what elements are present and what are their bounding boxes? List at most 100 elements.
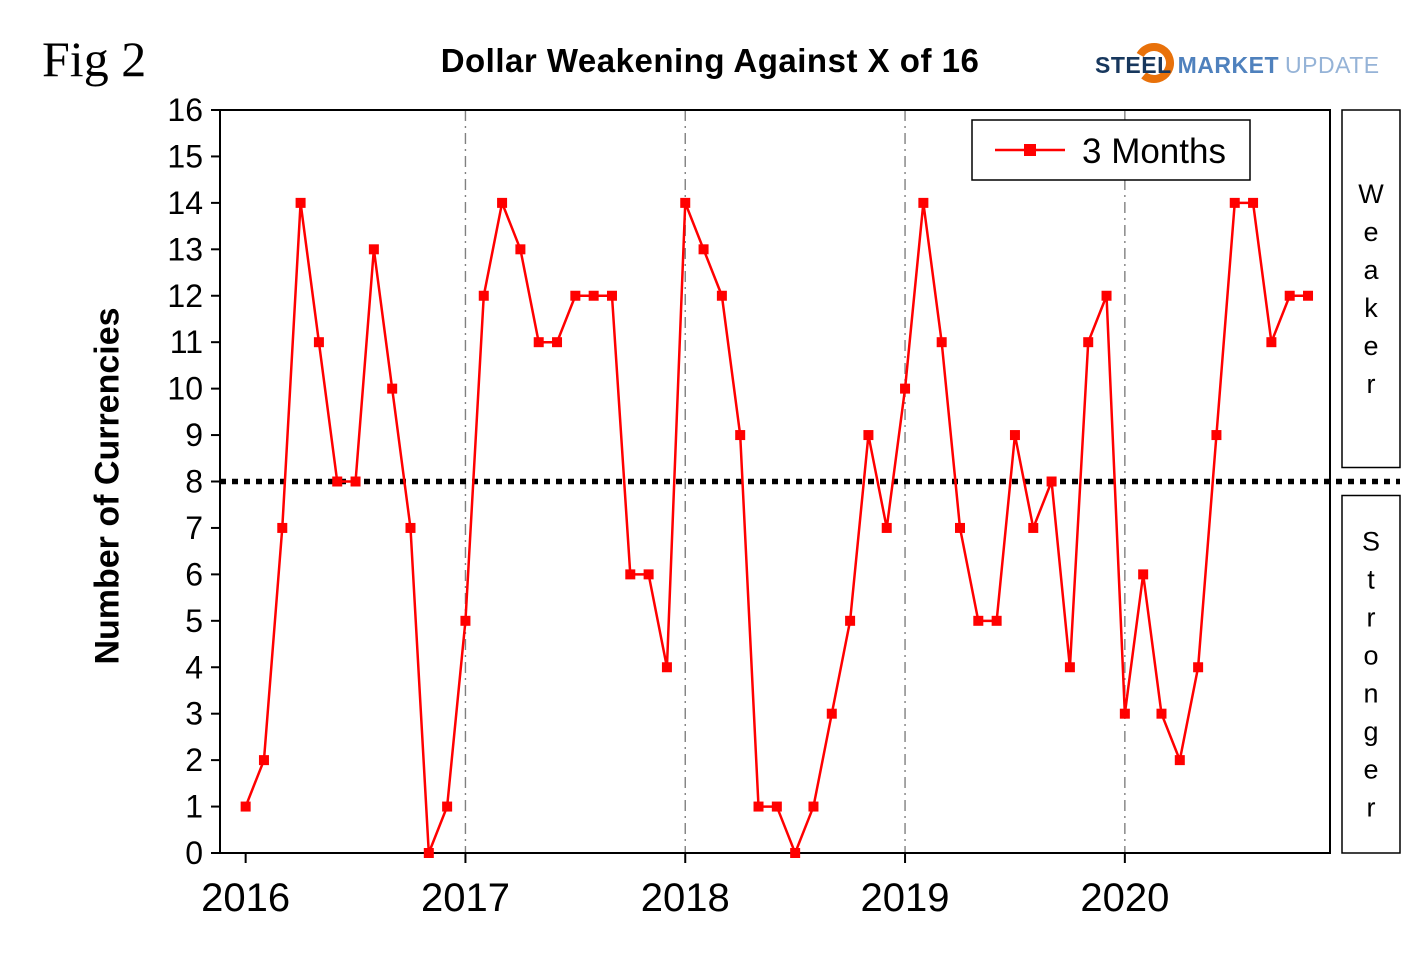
data-point-marker [790, 848, 801, 858]
smu-logo: STEEL MARKET UPDATE [1095, 42, 1380, 83]
data-point-marker [991, 615, 1002, 626]
data-point-marker [423, 848, 434, 858]
data-point-marker [808, 801, 819, 812]
figure-label: Fig 2 [42, 31, 147, 87]
series-line [244, 198, 1309, 857]
legend-marker-icon [1024, 144, 1036, 156]
weaker-letter: e [1363, 331, 1378, 361]
data-point-marker [1046, 476, 1057, 487]
y-tick-label: 11 [170, 324, 203, 360]
stronger-letter: n [1363, 678, 1378, 708]
data-point-marker [405, 522, 416, 533]
y-tick-label: 10 [167, 371, 203, 407]
data-point-marker [918, 197, 929, 208]
data-point-marker [1101, 290, 1112, 301]
data-point-marker [515, 244, 526, 255]
y-tick-label: 2 [185, 742, 203, 778]
data-point-marker [387, 383, 398, 394]
data-point-marker [1138, 569, 1149, 580]
stronger-letter: g [1363, 716, 1378, 746]
stronger-letter: r [1367, 602, 1376, 632]
data-point-marker [753, 801, 764, 812]
data-point-marker [1119, 708, 1130, 719]
weaker-letter: W [1358, 179, 1384, 209]
data-point-marker [973, 615, 984, 626]
y-tick-label: 9 [185, 417, 203, 453]
data-point-marker [826, 708, 837, 719]
weaker-letter: e [1363, 217, 1378, 247]
data-point-marker [533, 337, 544, 348]
data-point-marker [698, 244, 709, 255]
legend-label: 3 Months [1082, 132, 1226, 171]
data-point-marker [552, 337, 563, 348]
y-tick-label: 7 [185, 510, 203, 546]
stronger-letter: o [1363, 640, 1378, 670]
data-point-marker [1284, 290, 1295, 301]
logo-update-text: UPDATE [1285, 52, 1380, 78]
data-point-marker [1303, 290, 1314, 301]
logo-market-text: MARKET [1177, 52, 1280, 78]
weaker-letter: a [1363, 255, 1379, 285]
x-tick-label: 2017 [421, 876, 510, 920]
logo-steel-text: STEEL [1095, 52, 1172, 78]
data-point-marker [1009, 430, 1020, 441]
data-point-marker [570, 290, 581, 301]
data-point-marker [478, 290, 489, 301]
y-tick-label: 0 [185, 835, 203, 871]
chart-title: Dollar Weakening Against X of 16 [440, 42, 980, 79]
stronger-label-box [1341, 494, 1401, 854]
data-point-marker [588, 290, 599, 301]
data-point-marker [497, 197, 508, 208]
data-point-marker [680, 197, 691, 208]
stronger-letter: t [1367, 564, 1375, 594]
data-point-marker [735, 430, 746, 441]
y-tick-label: 16 [167, 95, 203, 128]
data-point-marker [1211, 430, 1222, 441]
data-point-marker [240, 801, 251, 812]
data-point-marker [606, 290, 617, 301]
data-point-marker [1028, 522, 1039, 533]
x-tick-label: 2020 [1080, 876, 1169, 920]
data-point-marker [442, 801, 453, 812]
y-tick-label: 14 [167, 185, 203, 221]
x-tick-label: 2019 [861, 876, 950, 920]
data-point-marker [881, 522, 892, 533]
y-axis-title: Number of Currencies [88, 307, 127, 665]
data-point-marker [643, 569, 654, 580]
data-point-marker [900, 383, 911, 394]
y-tick-label: 3 [185, 696, 203, 732]
data-point-marker [460, 615, 471, 626]
y-tick-label: 6 [185, 556, 203, 592]
data-point-marker [350, 476, 361, 487]
y-tick-label: 12 [167, 278, 203, 314]
data-point-marker [863, 430, 874, 441]
weaker-letter: r [1367, 369, 1376, 399]
data-point-marker [258, 755, 269, 766]
data-point-marker [313, 337, 324, 348]
data-point-marker [771, 801, 782, 812]
data-point-marker [661, 662, 672, 673]
data-point-marker [625, 569, 636, 580]
data-point-marker [295, 197, 306, 208]
data-point-marker [1248, 197, 1259, 208]
logo-swoosh-icon [1134, 42, 1174, 83]
weaker-letter: k [1364, 293, 1378, 323]
data-point-marker [955, 522, 965, 533]
y-tick-label: 1 [185, 789, 203, 825]
data-point-marker [1229, 197, 1240, 208]
y-tick-label: 4 [185, 649, 203, 685]
data-point-marker [1156, 708, 1167, 719]
x-tick-label: 2016 [201, 876, 290, 920]
data-point-marker [332, 476, 343, 487]
data-point-marker [1083, 337, 1094, 348]
stronger-letter: S [1362, 526, 1380, 556]
data-point-marker [1064, 662, 1075, 673]
data-point-marker [845, 615, 856, 626]
data-point-marker [1266, 337, 1277, 348]
data-point-marker [716, 290, 727, 301]
y-tick-label: 13 [167, 231, 203, 267]
weaker-label-box [1341, 109, 1401, 469]
stronger-letter: r [1367, 792, 1376, 822]
x-tick-label: 2018 [641, 876, 730, 920]
